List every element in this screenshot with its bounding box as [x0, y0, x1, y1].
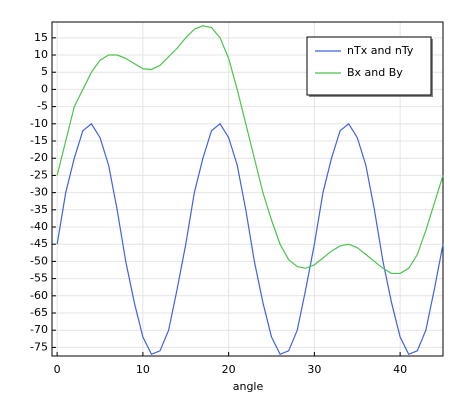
y-tick-label: -20 [30, 151, 48, 164]
x-tick-label: 10 [136, 363, 150, 376]
y-tick-label: -55 [30, 272, 48, 285]
x-axis-label: angle [233, 380, 264, 393]
y-tick-label: -65 [30, 306, 48, 319]
x-tick-label: 40 [393, 363, 407, 376]
y-tick-label: 5 [41, 65, 48, 78]
legend-box [306, 36, 432, 96]
y-tick-label: -25 [30, 168, 48, 181]
y-tick-label: 0 [41, 82, 48, 95]
y-tick-label: 15 [34, 31, 48, 44]
x-tick-label: 20 [222, 363, 236, 376]
y-tick-label: -70 [30, 323, 48, 336]
y-tick-label: -30 [30, 186, 48, 199]
x-tick-label: 30 [307, 363, 321, 376]
data-line [56, 25, 444, 275]
y-tick-label: -60 [30, 289, 48, 302]
y-tick-label: 10 [34, 48, 48, 61]
data-line [56, 122, 444, 356]
legend-label: nTx and nTy [347, 44, 414, 57]
y-tick-label: -5 [37, 100, 48, 113]
y-tick-label: -45 [30, 237, 48, 250]
legend-label: Bx and By [347, 66, 403, 79]
y-tick-label: -75 [30, 340, 48, 353]
y-tick-label: -35 [30, 203, 48, 216]
y-tick-label: -10 [30, 117, 48, 130]
plot-frame [51, 21, 444, 357]
x-tick-label: 0 [54, 363, 61, 376]
y-tick-label: -40 [30, 220, 48, 233]
y-tick-label: -50 [30, 254, 48, 267]
y-tick-label: -15 [30, 134, 48, 147]
